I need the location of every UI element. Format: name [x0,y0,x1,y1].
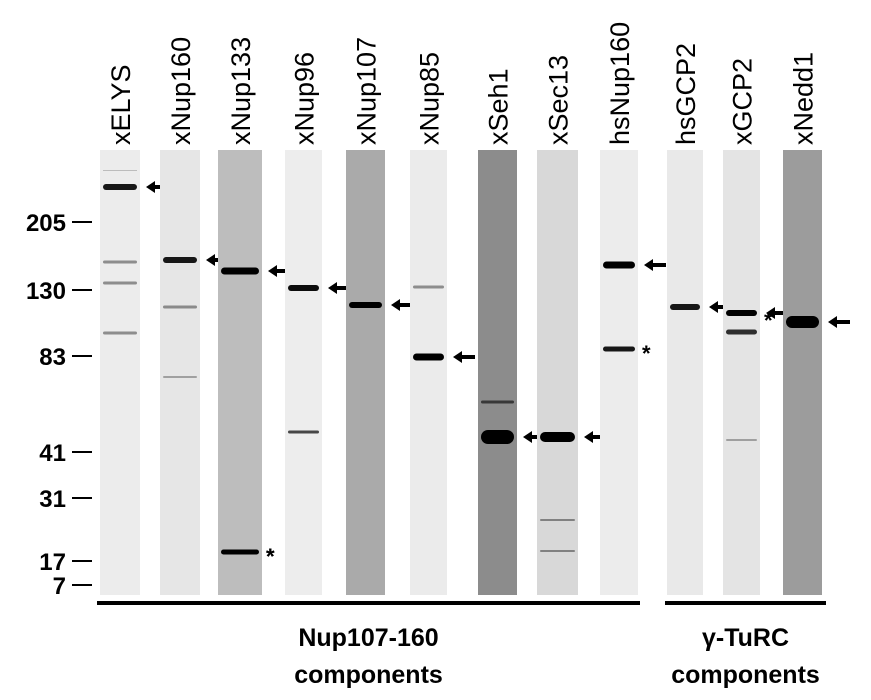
band [540,550,575,552]
lane [160,150,200,595]
lane-label: xNup160 [166,37,196,145]
marker-label: 31 [39,486,66,513]
lane-label: xNup133 [226,37,256,145]
band [726,310,757,316]
lane [285,150,322,595]
arrow [268,265,290,277]
band [288,285,319,291]
band [163,376,197,378]
group-label: components [294,661,443,689]
band [540,519,575,521]
asterisk: * [642,341,651,366]
band [786,316,819,328]
asterisk: * [266,544,275,569]
lane [723,150,760,595]
arrow [146,181,168,193]
arrow [453,351,475,363]
group-label: γ-TuRC [702,624,789,652]
band [163,257,197,263]
band [413,285,444,289]
band [103,331,137,335]
lane [478,150,517,595]
lane [667,150,703,595]
group-label: Nup107-160 [298,624,438,652]
band [163,305,197,309]
arrow [828,316,850,328]
band [103,281,137,285]
band [603,346,635,352]
band [103,184,137,190]
band [670,304,700,310]
marker-label: 7 [53,573,66,600]
band [481,400,514,404]
lane [410,150,447,595]
arrow [523,431,545,443]
lane-label: xNup107 [352,37,382,145]
lane [218,150,262,595]
marker-label: 41 [39,440,66,467]
arrow [644,259,666,271]
band [221,549,259,555]
lane [100,150,140,595]
lane-label: xSec13 [544,55,574,145]
arrow [766,307,788,319]
band [288,430,319,434]
band [221,267,259,275]
band [726,439,757,441]
band [103,170,137,171]
marker-label: 130 [26,278,66,305]
lane-label: xNup96 [290,52,320,145]
band [603,261,635,269]
lane-label: xNedd1 [789,52,819,145]
arrow [391,299,413,311]
lane [783,150,822,595]
group-label: components [671,661,820,689]
marker-label: 83 [39,344,66,371]
lane-label: hsGCP2 [671,43,701,145]
arrow [709,301,731,313]
lane-label: xELYS [106,64,136,145]
lane-label: xNup85 [415,52,445,145]
band [103,260,137,264]
band [726,329,757,335]
lane-label: hsNup160 [605,22,635,145]
lane [537,150,578,595]
band [481,430,514,444]
band [413,353,444,361]
band [349,302,382,308]
band [540,432,575,442]
arrow [328,282,350,294]
lane-label: xGCP2 [728,58,758,145]
lane [346,150,385,595]
asterisk: * [266,544,275,569]
lane-label: xSeh1 [484,68,514,145]
arrow [206,254,228,266]
asterisk: * [764,308,773,333]
arrow [584,431,606,443]
lane [600,150,638,595]
marker-label: 17 [39,549,66,576]
marker-label: 205 [26,210,66,237]
